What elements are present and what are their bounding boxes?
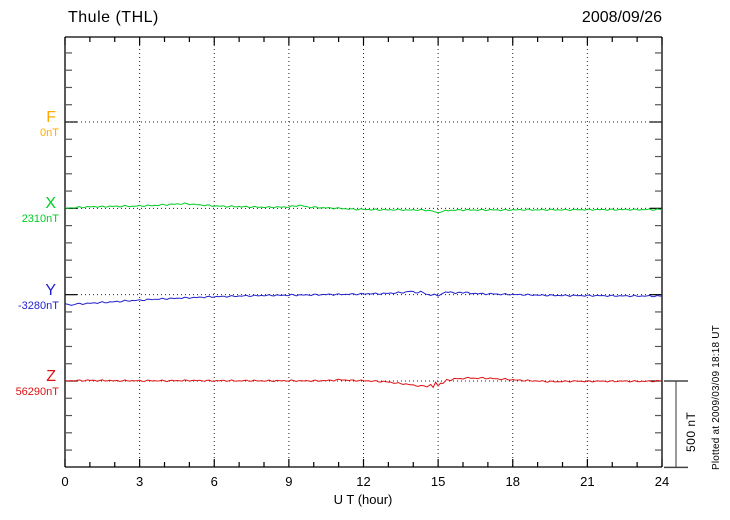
- trace-y: [64, 290, 663, 306]
- x-tick-label: 6: [210, 474, 218, 489]
- series-label-x: X: [45, 195, 56, 213]
- x-tick-label: 18: [505, 474, 520, 489]
- x-axis-label: U T (hour): [333, 492, 393, 507]
- plotted-at-note: Plotted at 2009/03/09 18:18 UT: [711, 325, 722, 470]
- series-baseline-value-x: 2310nT: [21, 213, 59, 226]
- series-label-y: Y: [45, 281, 56, 299]
- series-label-f: F: [46, 109, 56, 126]
- x-tick-label: 0: [61, 474, 69, 489]
- series-baseline-value-y: -3280nT: [18, 299, 59, 312]
- chart-date: 2008/09/26: [581, 9, 662, 26]
- x-tick-label: 15: [430, 474, 446, 489]
- x-tick-label: 9: [285, 474, 293, 489]
- trace-x: [64, 202, 663, 214]
- x-tick-label: 21: [580, 474, 595, 489]
- scale-bar-label: 500 nT: [684, 411, 698, 452]
- series-baseline-value-z: 56290nT: [15, 385, 59, 398]
- x-tick-label: 12: [356, 474, 371, 489]
- series-baseline-value-f: 0nT: [40, 127, 59, 139]
- x-tick-label: 24: [654, 474, 670, 489]
- trace-z: [64, 376, 663, 389]
- chart-title: Thule (THL): [68, 9, 159, 26]
- series-label-z: Z: [46, 367, 56, 385]
- x-tick-label: 3: [136, 474, 144, 489]
